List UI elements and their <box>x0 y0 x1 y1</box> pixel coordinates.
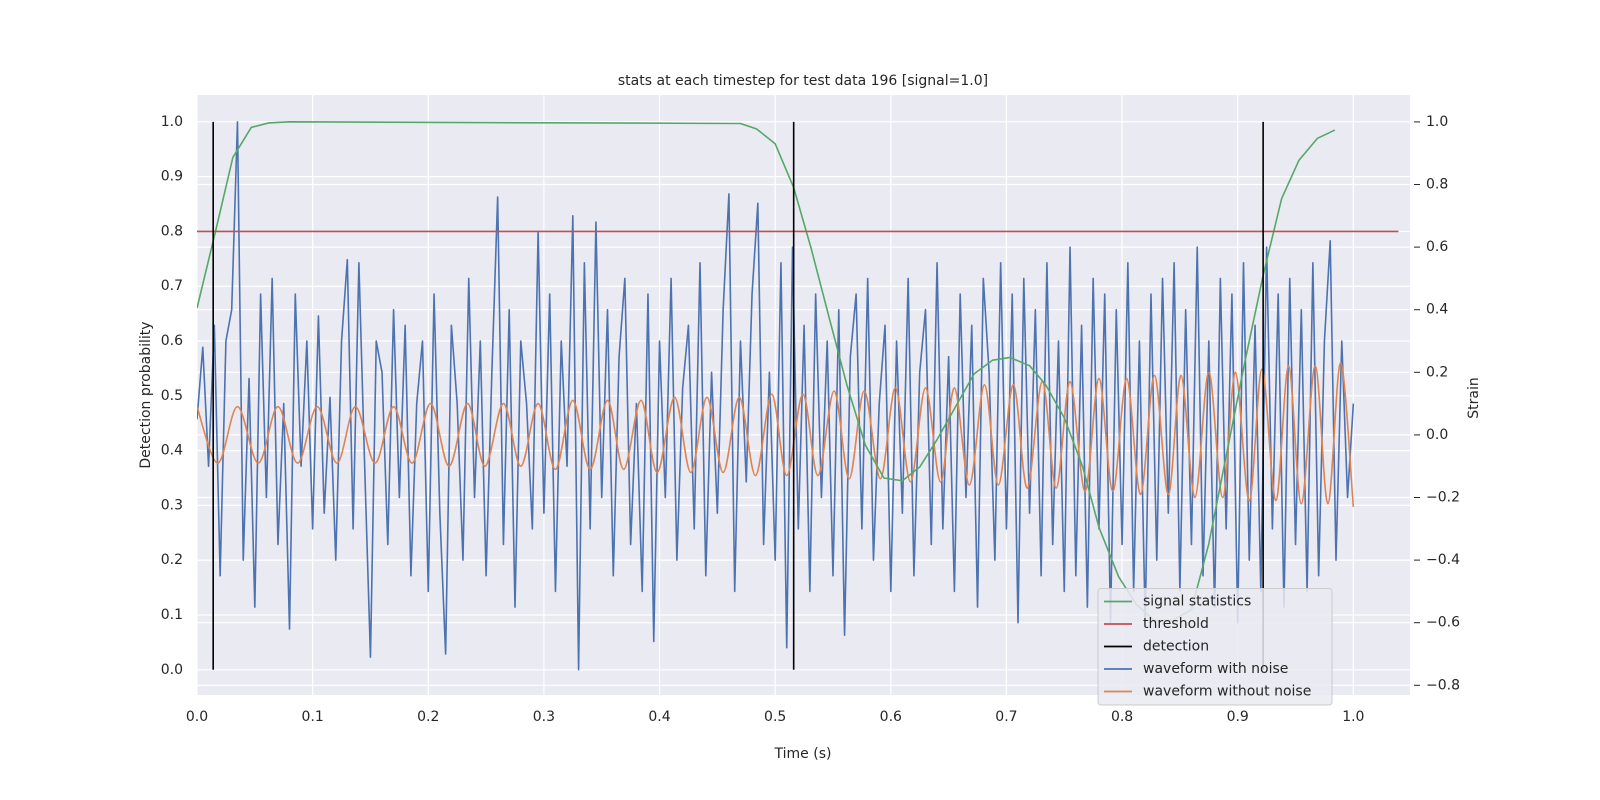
y2-tick-label: −0.6 <box>1426 615 1460 631</box>
y-tick-label: 0.3 <box>161 497 183 513</box>
y-tick-label: 0.8 <box>161 223 183 239</box>
legend-label: signal statistics <box>1143 594 1251 610</box>
x-tick-label: 0.4 <box>648 709 670 725</box>
y2-tick-label: −0.8 <box>1426 677 1460 693</box>
y-tick-label: 0.4 <box>161 443 183 459</box>
x-tick-label: 0.2 <box>417 709 439 725</box>
x-tick-label: 0.7 <box>995 709 1017 725</box>
y-axis-label: Detection probability <box>138 321 154 468</box>
y-tick-label: 0.0 <box>161 662 183 678</box>
y-tick-label: 0.9 <box>161 169 183 185</box>
legend-label: detection <box>1143 639 1209 655</box>
x-tick-label: 0.6 <box>880 709 902 725</box>
x-tick-label: 0.9 <box>1227 709 1249 725</box>
legend-label: waveform with noise <box>1143 661 1288 677</box>
y-tick-label: 0.1 <box>161 607 183 623</box>
series-line <box>197 362 1355 507</box>
legend-label: waveform without noise <box>1143 684 1311 700</box>
y2-tick-label: 0.0 <box>1426 427 1448 443</box>
x-tick-label: 1.0 <box>1342 709 1364 725</box>
x-tick-label: 0.8 <box>1111 709 1133 725</box>
x-tick-label: 0.1 <box>302 709 324 725</box>
x-axis-label: Time (s) <box>774 746 832 762</box>
y-tick-label: 0.5 <box>161 388 183 404</box>
series-line <box>197 121 1336 622</box>
x-tick-label: 0.5 <box>764 709 786 725</box>
y-tick-label: 1.0 <box>161 114 183 130</box>
series-line <box>197 121 1355 671</box>
legend: signal statistics threshold detection wavef… <box>1097 588 1333 706</box>
y-tick-label: 0.2 <box>161 552 183 568</box>
y2-tick-label: −0.2 <box>1426 490 1460 506</box>
y2-tick-label: 0.6 <box>1426 239 1448 255</box>
legend-box <box>1097 588 1333 706</box>
y2-tick-label: 1.0 <box>1426 114 1448 130</box>
marks <box>197 121 1399 671</box>
x-tick-label: 0.3 <box>533 709 555 725</box>
y2-tick-label: 0.2 <box>1426 364 1448 380</box>
chart-title: stats at each timestep for test data 196… <box>618 73 988 89</box>
x-tick-label: 0.0 <box>186 709 208 725</box>
y2-tick-label: 0.8 <box>1426 177 1448 193</box>
y2-tick-label: 0.4 <box>1426 302 1448 318</box>
y2-axis-label: Strain <box>1466 377 1482 418</box>
y-tick-label: 0.7 <box>161 278 183 294</box>
y2-tick-label: −0.4 <box>1426 552 1460 568</box>
legend-label: threshold <box>1143 616 1209 632</box>
y-tick-label: 0.6 <box>161 333 183 349</box>
